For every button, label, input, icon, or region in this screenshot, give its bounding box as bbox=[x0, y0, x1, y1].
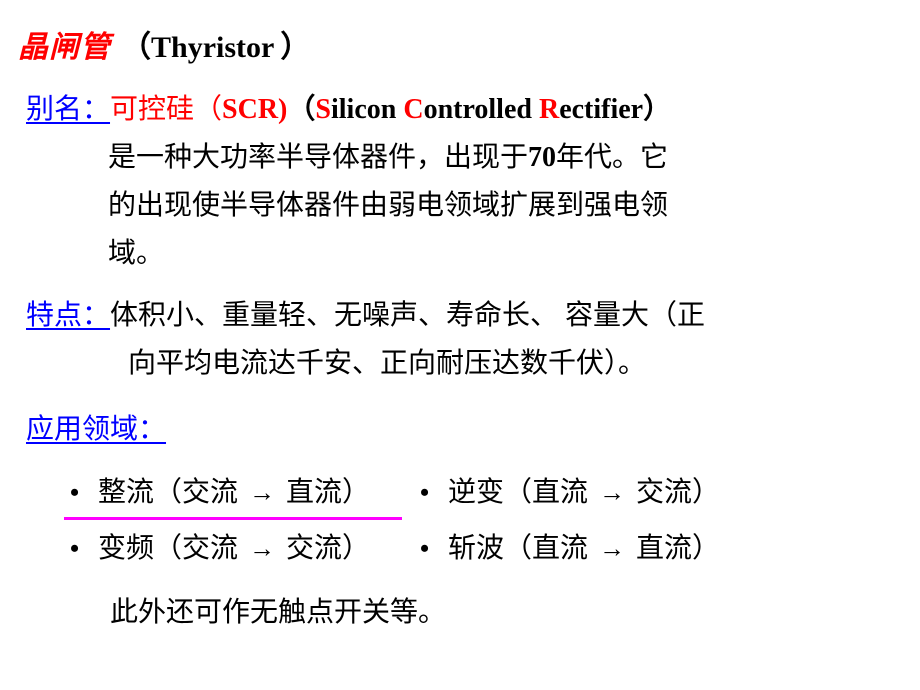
alias-abbr: SCR) bbox=[222, 94, 287, 125]
alias-s-rest: ilicon bbox=[331, 94, 403, 125]
apps-row2: • 变频（交流 → 交流） • 斩波（直流 → 直流） bbox=[70, 532, 900, 566]
alias-lparen2: （ bbox=[287, 94, 315, 125]
slide-title: 晶闸管 （Thyristor） bbox=[18, 22, 900, 66]
alias-line1: 别名：可控硅（SCR)（Silicon Controlled Rectifier… bbox=[20, 86, 900, 134]
b1b: 直流） bbox=[279, 477, 370, 508]
arrow-icon: → bbox=[595, 532, 629, 566]
apps-label: 应用领域： bbox=[26, 414, 166, 445]
alias-desc-line2: 的出现使半导体器件由弱电领域扩展到强电领 bbox=[20, 182, 900, 230]
alias-desc1b: 年代。它 bbox=[556, 142, 668, 173]
alias-rparen2: ） bbox=[643, 94, 671, 125]
alias-r-rest: ectifier bbox=[559, 94, 643, 125]
alias-c-rest: ontrolled bbox=[424, 94, 539, 125]
title-english: Thyristor bbox=[151, 31, 274, 64]
bullet-dot-icon: • bbox=[420, 476, 448, 510]
title-close-paren: ） bbox=[280, 31, 310, 64]
highlight-underline bbox=[64, 517, 402, 520]
feature-line2: 向平均电流达千安、正向耐压达数千伏）。 bbox=[20, 340, 900, 388]
alias-S: S bbox=[315, 94, 331, 125]
alias-decade: 70 bbox=[528, 142, 556, 173]
alias-section: 别名：可控硅（SCR)（Silicon Controlled Rectifier… bbox=[20, 86, 900, 278]
alias-name-cn: 可控硅 bbox=[110, 94, 194, 125]
bullet-dot-icon: • bbox=[70, 476, 98, 510]
arrow-icon: → bbox=[595, 476, 629, 510]
feature-text1: 体积小、重量轻、无噪声、寿命长、 容量大（正 bbox=[110, 300, 705, 331]
alias-desc-line1: 是一种大功率半导体器件，出现于70年代。它 bbox=[20, 134, 900, 182]
apps-bullets: • 整流（交流 → 直流） • 逆变（直流 → 交流） • 变频（交流 → 交流… bbox=[20, 476, 900, 566]
feature-section: 特点：体积小、重量轻、无噪声、寿命长、 容量大（正 向平均电流达千安、正向耐压达… bbox=[20, 292, 900, 388]
apps-label-line: 应用领域： bbox=[20, 406, 900, 454]
title-chinese: 晶闸管 bbox=[18, 31, 111, 64]
bullet-freqconv: • 变频（交流 → 交流） bbox=[70, 532, 420, 566]
alias-label: 别名： bbox=[26, 94, 110, 125]
apps-tail: 此外还可作无触点开关等。 bbox=[20, 590, 900, 630]
alias-C: C bbox=[403, 94, 423, 125]
bullet-dot-icon: • bbox=[70, 532, 98, 566]
feature-line1: 特点：体积小、重量轻、无噪声、寿命长、 容量大（正 bbox=[20, 292, 900, 340]
bullet-rectify: • 整流（交流 → 直流） bbox=[70, 476, 420, 510]
feature-label: 特点： bbox=[26, 300, 110, 331]
alias-lparen1: （ bbox=[194, 94, 222, 125]
b2a: 逆变（直流 bbox=[448, 477, 595, 508]
b1a: 整流（交流 bbox=[98, 477, 245, 508]
arrow-icon: → bbox=[245, 532, 279, 566]
apps-section: 应用领域： • 整流（交流 → 直流） • 逆变（直流 → 交流） • bbox=[20, 406, 900, 630]
apps-row1: • 整流（交流 → 直流） • 逆变（直流 → 交流） bbox=[70, 476, 900, 510]
b4a: 斩波（直流 bbox=[448, 533, 595, 564]
b2b: 交流） bbox=[629, 477, 720, 508]
b3b: 交流） bbox=[279, 533, 370, 564]
bullet-chop: • 斩波（直流 → 直流） bbox=[420, 532, 790, 566]
alias-desc1a: 是一种大功率半导体器件，出现于 bbox=[108, 142, 528, 173]
arrow-icon: → bbox=[245, 476, 279, 510]
b3a: 变频（交流 bbox=[98, 533, 245, 564]
alias-desc-line3: 域。 bbox=[20, 230, 900, 278]
bullet-invert: • 逆变（直流 → 交流） bbox=[420, 476, 790, 510]
title-open-paren: （ bbox=[121, 31, 151, 64]
bullet-dot-icon: • bbox=[420, 532, 448, 566]
alias-R: R bbox=[539, 94, 559, 125]
b4b: 直流） bbox=[629, 533, 720, 564]
